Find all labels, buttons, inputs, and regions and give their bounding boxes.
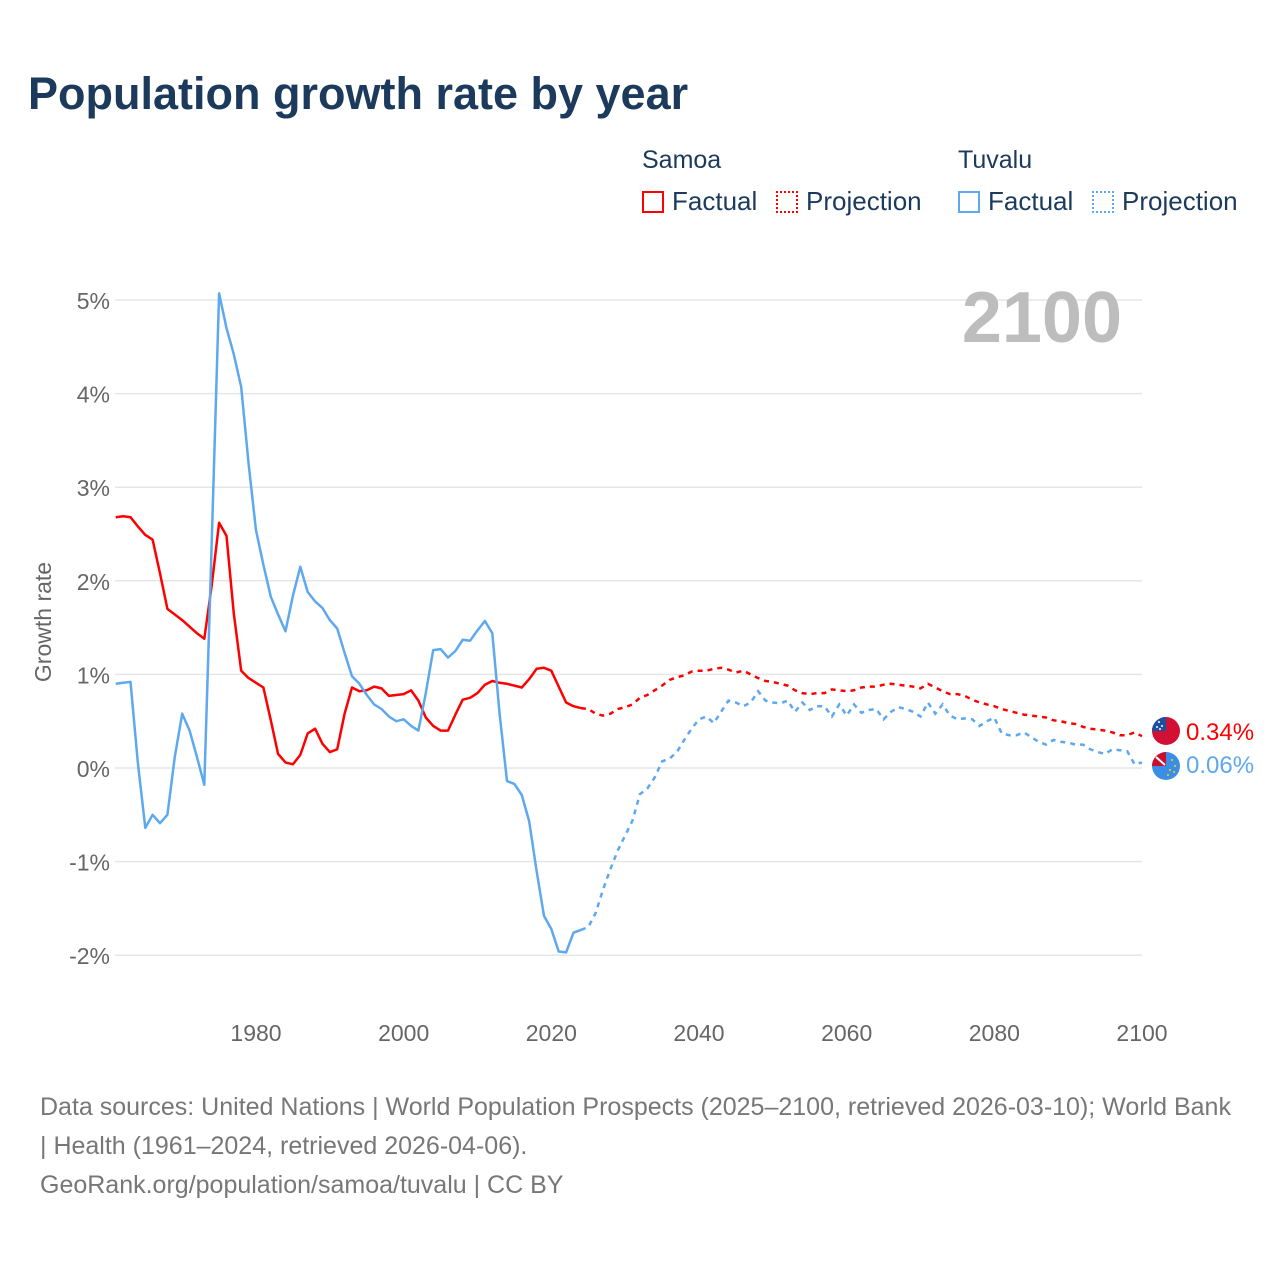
legend-swatch-solid: [642, 190, 664, 213]
legend-label: Projection: [1122, 186, 1238, 216]
legend-label: Factual: [988, 186, 1074, 216]
samoa-flag-icon: [1152, 717, 1180, 745]
legend-swatch-solid: [958, 190, 980, 213]
y-tick-label: 1%: [77, 662, 110, 688]
line-chart: 5% 4% 3% 2% 1% 0% -1% -2% 1980 2000 2020 2040 2060 20…: [30, 278, 1254, 1046]
legend-samoa-projection[interactable]: Projection: [776, 186, 922, 217]
legend-swatch-dotted: [1092, 190, 1114, 213]
samoa-factual-line: [115, 514, 582, 766]
samoa-projection-line: [580, 666, 1143, 738]
y-tick-label: 3%: [77, 475, 110, 501]
credit-link[interactable]: GeoRank.org/population/samoa/tuvalu | CC…: [40, 1171, 564, 1199]
samoa-end-label: 0.34%: [1186, 719, 1254, 746]
y-axis-label: Growth rate: [30, 562, 56, 682]
legend-swatch-dotted: [776, 190, 798, 213]
x-tick-label: 1980: [230, 1020, 281, 1046]
chart-title: Population growth rate by year: [28, 68, 689, 119]
legend-samoa-factual[interactable]: Factual: [642, 186, 757, 217]
legend-tuvalu-factual[interactable]: Factual: [958, 186, 1073, 217]
x-tick-label: 2080: [969, 1020, 1020, 1046]
legend-group-samoa: Samoa: [642, 146, 722, 174]
y-tick-label: 0%: [77, 756, 110, 782]
y-tick-label: 2%: [77, 569, 110, 595]
y-tick-label: -2%: [69, 943, 110, 969]
legend-tuvalu-projection[interactable]: Projection: [1092, 186, 1238, 217]
x-tick-label: 2100: [1116, 1020, 1167, 1046]
y-tick-label: -1%: [69, 850, 110, 876]
legend-label: Factual: [672, 186, 758, 216]
tuvalu-end-label: 0.06%: [1186, 752, 1254, 779]
tuvalu-factual-line: [115, 292, 582, 954]
x-tick-label: 2000: [378, 1020, 429, 1046]
footer: Data sources: United Nations | World Pop…: [40, 1088, 1240, 1205]
y-tick-label: 5%: [77, 288, 110, 314]
x-tick-label: 2060: [821, 1020, 872, 1046]
y-tick-label: 4%: [77, 382, 110, 408]
tuvalu-flag-icon: [1152, 752, 1180, 780]
legend-label: Projection: [806, 186, 922, 216]
x-tick-label: 2040: [673, 1020, 724, 1046]
tuvalu-projection-line: [580, 689, 1143, 932]
current-year-label: 2100: [962, 278, 1122, 358]
x-tick-label: 2020: [526, 1020, 577, 1046]
legend-group-tuvalu: Tuvalu: [958, 146, 1033, 174]
data-sources: Data sources: United Nations | World Pop…: [40, 1093, 1231, 1160]
